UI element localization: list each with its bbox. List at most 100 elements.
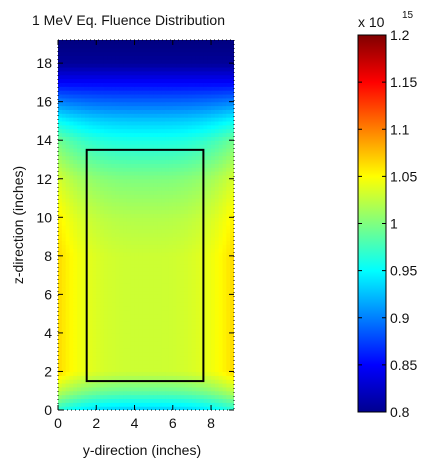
heatmap-cell xyxy=(199,371,204,376)
heatmap-cell xyxy=(123,398,128,403)
heatmap-cell xyxy=(157,321,162,326)
heatmap-cell xyxy=(119,186,124,191)
heatmap-cell xyxy=(130,286,136,292)
heatmap-cell xyxy=(134,82,139,87)
heatmap-cell xyxy=(103,402,109,407)
heatmap-cell xyxy=(180,167,185,172)
heatmap-cell xyxy=(73,275,78,280)
heatmap-cell xyxy=(69,40,74,45)
heatmap-cell xyxy=(199,78,204,83)
heatmap-cell xyxy=(58,286,63,292)
heatmap-cell xyxy=(103,298,109,303)
heatmap-cell xyxy=(92,217,97,222)
heatmap-cell xyxy=(96,171,101,176)
heatmap-cell xyxy=(211,271,216,276)
heatmap-cell xyxy=(96,178,101,184)
heatmap-cell xyxy=(119,124,124,130)
heatmap-cell xyxy=(130,321,136,326)
heatmap-cell xyxy=(184,359,189,365)
heatmap-cell xyxy=(149,109,155,114)
heatmap-cell xyxy=(149,55,155,60)
heatmap-cell xyxy=(218,209,224,215)
heatmap-cell xyxy=(203,340,208,346)
heatmap-cell xyxy=(222,78,227,83)
heatmap-cell xyxy=(188,278,193,284)
heatmap-cell xyxy=(103,255,109,261)
heatmap-cell xyxy=(103,120,109,126)
heatmap-cell xyxy=(195,255,201,261)
heatmap-cell xyxy=(96,66,101,72)
heatmap-cell xyxy=(222,43,227,49)
heatmap-cell xyxy=(134,113,139,118)
heatmap-cell xyxy=(161,305,166,311)
heatmap-cell xyxy=(111,86,116,91)
heatmap-cell xyxy=(123,375,128,380)
heatmap-cell xyxy=(80,263,86,268)
heatmap-cell xyxy=(119,352,124,357)
heatmap-cell xyxy=(191,140,197,145)
heatmap-cell xyxy=(77,101,82,107)
heatmap-cell xyxy=(65,140,71,145)
heatmap-cell xyxy=(119,302,124,307)
heatmap-cell xyxy=(142,309,147,315)
heatmap-cell xyxy=(69,59,74,64)
heatmap-cell xyxy=(123,198,128,203)
heatmap-cell xyxy=(146,406,151,410)
heatmap-cell xyxy=(211,244,216,249)
heatmap-cell xyxy=(123,336,128,342)
heatmap-cell xyxy=(195,132,201,137)
heatmap-cell xyxy=(103,205,109,211)
heatmap-cell xyxy=(207,190,212,195)
heatmap-cell xyxy=(111,186,116,191)
heatmap-cell xyxy=(230,363,234,369)
heatmap-cell xyxy=(123,325,128,330)
heatmap-cell xyxy=(61,352,67,357)
heatmap-cell xyxy=(84,109,90,114)
heatmap-cell xyxy=(222,109,227,114)
heatmap-cell xyxy=(172,282,178,288)
heatmap-cell xyxy=(203,74,208,80)
heatmap-cell xyxy=(211,178,216,184)
heatmap-cell xyxy=(191,329,197,334)
heatmap-cell xyxy=(69,232,74,238)
heatmap-cell xyxy=(77,352,82,357)
heatmap-cell xyxy=(184,43,189,49)
heatmap-cell xyxy=(123,51,128,57)
heatmap-cell xyxy=(149,282,155,288)
heatmap-cell xyxy=(80,290,86,295)
heatmap-cell xyxy=(218,70,224,76)
heatmap-cell xyxy=(103,259,109,265)
heatmap-cell xyxy=(146,70,151,76)
heatmap-cell xyxy=(203,40,208,45)
heatmap-cell xyxy=(92,340,97,346)
heatmap-cell xyxy=(165,151,170,157)
heatmap-cell xyxy=(214,236,220,242)
heatmap-cell xyxy=(191,344,197,349)
heatmap-cell xyxy=(130,275,136,280)
heatmap-cell xyxy=(176,294,182,299)
heatmap-cell xyxy=(168,93,174,99)
heatmap-cell xyxy=(195,182,201,188)
heatmap-cell xyxy=(100,386,105,392)
heatmap-cell xyxy=(92,109,97,114)
heatmap-cell xyxy=(73,43,78,49)
heatmap-cell xyxy=(188,205,193,211)
heatmap-cell xyxy=(69,47,74,53)
heatmap-cell xyxy=(222,178,227,184)
heatmap-cell xyxy=(138,90,143,95)
heatmap-cell xyxy=(107,140,113,145)
heatmap-cell xyxy=(138,383,143,388)
heatmap-cell xyxy=(119,140,124,145)
heatmap-cell xyxy=(123,209,128,215)
heatmap-cell xyxy=(165,348,170,353)
heatmap-cell xyxy=(107,263,113,268)
heatmap-cell xyxy=(188,344,193,349)
heatmap-cell xyxy=(168,40,174,45)
heatmap-cell xyxy=(111,271,116,276)
heatmap-cell xyxy=(199,151,204,157)
heatmap-cell xyxy=(199,340,204,346)
heatmap-cell xyxy=(138,43,143,49)
heatmap-cell xyxy=(230,394,234,400)
heatmap-cell xyxy=(65,290,71,295)
heatmap-cell xyxy=(100,47,105,53)
